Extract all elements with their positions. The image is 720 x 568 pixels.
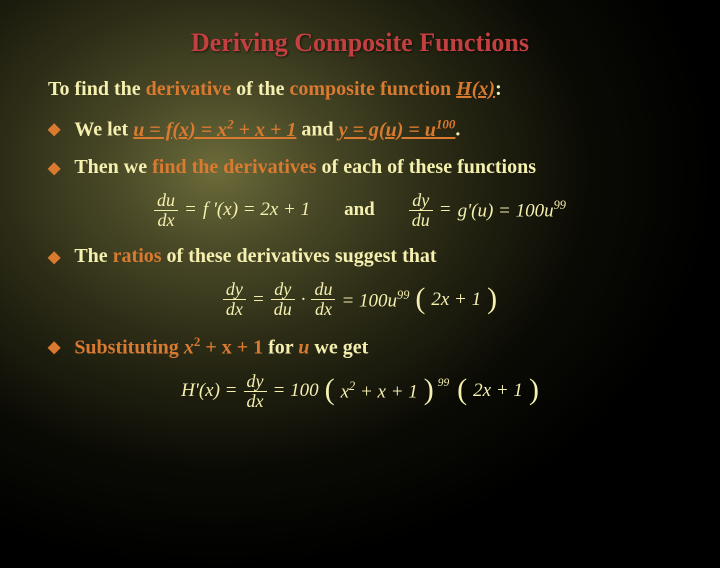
den: dx bbox=[312, 300, 335, 319]
b1-eq2-exp: 100 bbox=[436, 116, 456, 131]
bullet-2-text: Then we find the derivatives of each of … bbox=[74, 154, 536, 181]
lparen: ( bbox=[325, 378, 335, 402]
frac-dy-du2: dy du bbox=[271, 280, 295, 319]
eq3-eq: = 100 bbox=[273, 380, 319, 402]
b4-midrest: + x + 1 bbox=[200, 337, 263, 359]
frac-du-dx: du dx bbox=[154, 191, 178, 230]
equation-row-3: H'(x) = dy dx = 100 ( x2 + x + 1 ) 99 ( 2… bbox=[48, 372, 672, 411]
eq2-rhs: = 100u99 bbox=[341, 288, 409, 312]
eq2-exp99: 99 bbox=[397, 288, 409, 302]
den: dx bbox=[155, 211, 178, 230]
eq3-hprime: H'(x) = bbox=[181, 380, 237, 402]
bullet-4-text: Substituting x2 + x + 1 for u we get bbox=[74, 333, 368, 362]
intro-colon: : bbox=[495, 78, 502, 100]
b1-period: . bbox=[455, 119, 460, 141]
eq1-gprime: g'(u) = 100u99 bbox=[458, 198, 566, 222]
equation-row-2: dy dx = dy du · du dx = 100u99 ( 2x + 1 … bbox=[48, 280, 672, 319]
bullet-3-text: The ratios of these derivatives suggest … bbox=[74, 243, 436, 270]
b3-post: of these derivatives suggest that bbox=[162, 245, 437, 267]
eq1-fprime: f '(x) = 2x + 1 bbox=[203, 199, 310, 221]
frac-dy-dx: dy dx bbox=[223, 280, 246, 319]
den: dx bbox=[223, 300, 246, 319]
b1-eq1-tail: + x + 1 bbox=[234, 119, 297, 141]
den: du bbox=[271, 300, 295, 319]
intro-line: To find the derivative of the composite … bbox=[48, 78, 672, 101]
eq1-right: dy du = g'(u) = 100u99 bbox=[409, 191, 566, 230]
intro-find: find the bbox=[75, 78, 146, 100]
bullet-icon: ◆ bbox=[48, 158, 60, 178]
num: dy bbox=[271, 280, 294, 299]
eq3-tail: 2x + 1 bbox=[473, 380, 523, 402]
b3-pre: The bbox=[74, 245, 112, 267]
b1-eq2: y = g(u) = u100 bbox=[339, 119, 456, 141]
bullet-icon: ◆ bbox=[48, 119, 60, 139]
eq3-inner-x: x bbox=[341, 381, 349, 402]
b1-eq2-lhs: y = g(u) = u bbox=[339, 119, 436, 141]
equation-row-1: du dx = f '(x) = 2x + 1 and dy du = g'(u… bbox=[48, 191, 672, 230]
b4-post: we get bbox=[309, 337, 368, 359]
lparen: ( bbox=[415, 287, 425, 311]
bullet-4: ◆ Substituting x2 + x + 1 for u we get bbox=[48, 333, 672, 362]
eq2-dot: · bbox=[301, 289, 306, 311]
b3-mid: ratios bbox=[113, 245, 162, 267]
eq1-and: and bbox=[344, 199, 375, 221]
b2-mid: find the derivatives bbox=[152, 156, 316, 178]
b4-pre: Substituting bbox=[74, 337, 184, 359]
lparen2: ( bbox=[457, 378, 467, 402]
b1-eq1: u = f(x) = x2 + x + 1 bbox=[133, 119, 296, 141]
eq3: H'(x) = dy dx = 100 ( x2 + x + 1 ) 99 ( 2… bbox=[181, 372, 539, 411]
b4-u: u bbox=[298, 337, 309, 359]
bullet-icon: ◆ bbox=[48, 247, 60, 267]
eq2-rhs-b: 2x + 1 bbox=[431, 289, 481, 311]
intro-prefix: To bbox=[48, 78, 75, 100]
b2-pre: Then we bbox=[74, 156, 152, 178]
b1-pre: We let bbox=[74, 119, 133, 141]
frac-dy-dx-3: dy dx bbox=[244, 372, 267, 411]
bullet-icon: ◆ bbox=[48, 337, 60, 357]
intro-composite: composite function bbox=[290, 78, 452, 100]
eq2-eq: = bbox=[252, 289, 265, 311]
bullet-1: ◆ We let u = f(x) = x2 + x + 1 and y = g… bbox=[48, 115, 672, 144]
slide-title: Deriving Composite Functions bbox=[0, 28, 720, 58]
eq3-inner2: + x + 1 bbox=[355, 381, 418, 402]
num: dy bbox=[409, 191, 432, 210]
frac-dy-du: dy du bbox=[409, 191, 433, 230]
rparen: ) bbox=[487, 287, 497, 311]
eq2-rhs-a: = 100u bbox=[341, 290, 397, 311]
b1-eq1-lhs: u = f(x) = x bbox=[133, 119, 227, 141]
num: dy bbox=[223, 280, 246, 299]
rparen: ) bbox=[424, 378, 434, 402]
intro-derivative: derivative bbox=[146, 78, 232, 100]
den: du bbox=[409, 211, 433, 230]
intro-ofthe: of the bbox=[231, 78, 289, 100]
eq1-eq2: = bbox=[439, 199, 452, 221]
eq3-inner: x2 + x + 1 bbox=[341, 379, 418, 403]
num: du bbox=[311, 280, 335, 299]
b1-and: and bbox=[296, 119, 338, 141]
bullet-1-text: We let u = f(x) = x2 + x + 1 and y = g(u… bbox=[74, 115, 460, 144]
rparen2: ) bbox=[529, 378, 539, 402]
intro-hx: H(x) bbox=[456, 78, 495, 100]
b2-post: of each of these functions bbox=[317, 156, 536, 178]
b4-midi: x bbox=[184, 337, 194, 359]
slide-content: To find the derivative of the composite … bbox=[0, 78, 720, 411]
eq2: dy dx = dy du · du dx = 100u99 ( 2x + 1 … bbox=[223, 280, 497, 319]
num: dy bbox=[244, 372, 267, 391]
eq1-eq: = bbox=[184, 199, 197, 221]
eq1-left: du dx = f '(x) = 2x + 1 bbox=[154, 191, 310, 230]
den: dx bbox=[244, 392, 267, 411]
eq1-gprime-base: g'(u) = 100u bbox=[458, 200, 554, 221]
frac-du-dx2: du dx bbox=[311, 280, 335, 319]
eq3-exp99: 99 bbox=[438, 377, 449, 389]
num: du bbox=[154, 191, 178, 210]
bullet-2: ◆ Then we find the derivatives of each o… bbox=[48, 154, 672, 181]
b4-for: for bbox=[263, 337, 298, 359]
eq1-exp99: 99 bbox=[554, 198, 566, 212]
bullet-3: ◆ The ratios of these derivatives sugges… bbox=[48, 243, 672, 270]
